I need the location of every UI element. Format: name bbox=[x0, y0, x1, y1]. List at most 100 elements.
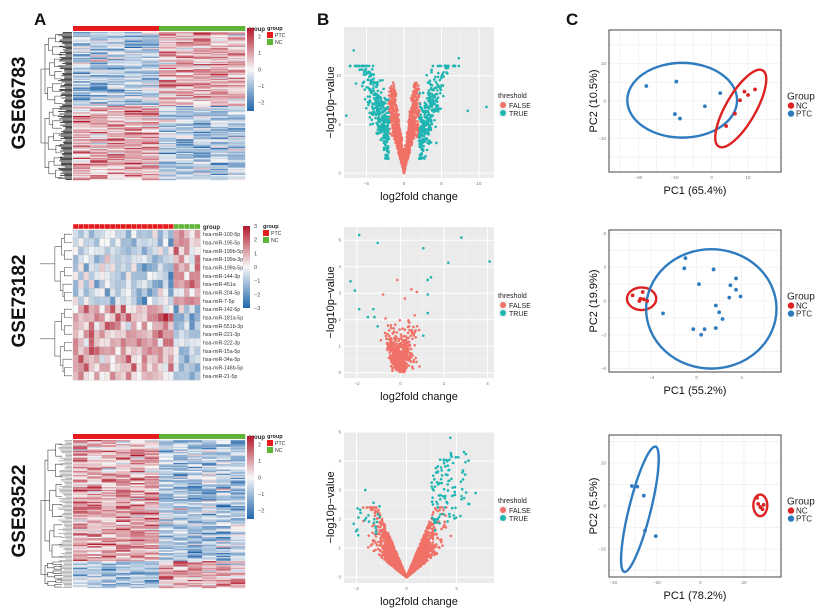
heatmap-cell bbox=[173, 468, 188, 470]
heatmap-cell bbox=[230, 515, 246, 517]
heatmap-cell bbox=[159, 55, 177, 57]
heatmap-cell bbox=[159, 530, 174, 532]
heatmap-cell bbox=[101, 442, 117, 445]
heatmap-cell bbox=[124, 61, 142, 64]
heatmap-cell bbox=[130, 581, 145, 583]
heatmap-cell bbox=[202, 535, 217, 538]
heatmap-cell bbox=[210, 50, 228, 52]
heatmap-cell bbox=[178, 313, 185, 323]
heatmap-cell bbox=[193, 108, 211, 110]
heatmap-cell bbox=[202, 460, 217, 462]
heatmap-cell bbox=[173, 574, 188, 577]
heatmap-cell bbox=[159, 448, 174, 450]
heatmap-cell bbox=[136, 329, 143, 339]
heatmap-cell bbox=[210, 171, 228, 173]
heatmap-cell bbox=[131, 296, 137, 306]
heatmap-cell bbox=[210, 129, 228, 131]
heatmap-cell bbox=[173, 536, 188, 539]
heatmap-cell bbox=[78, 229, 84, 239]
heatmap-cell bbox=[173, 570, 188, 573]
heatmap-cell bbox=[202, 450, 217, 453]
heatmap-cell bbox=[87, 540, 102, 543]
heatmap-cell bbox=[210, 136, 228, 139]
heatmap-cell bbox=[193, 83, 211, 86]
heatmap-cell bbox=[187, 581, 203, 583]
heatmap-cell bbox=[210, 98, 228, 101]
heatmap-cell bbox=[104, 246, 111, 256]
heatmap-cell bbox=[101, 536, 117, 539]
heatmap-cell bbox=[94, 229, 100, 239]
heatmap-cell bbox=[159, 474, 174, 477]
heatmap-cell bbox=[88, 346, 95, 356]
heatmap-cell bbox=[162, 254, 169, 264]
heatmap-cell bbox=[216, 527, 231, 529]
heatmap-cell bbox=[73, 77, 91, 80]
heatmap-cell bbox=[90, 120, 108, 123]
heatmap-cell bbox=[159, 563, 174, 566]
heatmap-cell bbox=[159, 109, 177, 112]
point-false bbox=[389, 117, 392, 121]
heatmap-cell bbox=[202, 512, 217, 515]
heatmap-cell bbox=[230, 579, 246, 582]
colorbar bbox=[243, 226, 250, 308]
heatmap-cell bbox=[141, 110, 160, 113]
heatmap-cell bbox=[144, 446, 160, 449]
heatmap-cell bbox=[227, 43, 246, 45]
heatmap-cell bbox=[157, 321, 164, 331]
dendrogram-branch bbox=[64, 367, 72, 377]
heatmap-cell bbox=[116, 583, 131, 586]
heatmap-cell bbox=[87, 495, 102, 497]
point-false bbox=[414, 91, 417, 94]
heatmap-cell bbox=[87, 483, 102, 485]
heatmap-cell bbox=[124, 172, 142, 175]
heatmap-cell bbox=[131, 263, 137, 273]
heatmap-cell bbox=[159, 500, 174, 503]
heatmap-cell bbox=[216, 462, 231, 465]
heatmap-cell bbox=[159, 171, 177, 173]
heatmap-cell bbox=[136, 229, 143, 239]
heatmap-cell bbox=[216, 583, 231, 586]
heatmap-cell bbox=[227, 55, 246, 57]
heatmap-cell bbox=[159, 176, 177, 178]
point-true bbox=[382, 87, 385, 91]
group-annotation-cell bbox=[104, 223, 111, 230]
heatmap-cell bbox=[130, 554, 145, 556]
heatmap-cell bbox=[88, 279, 95, 289]
heatmap-cell bbox=[159, 444, 174, 446]
heatmap-cell bbox=[193, 151, 211, 154]
heatmap-cell bbox=[124, 129, 142, 131]
heatmap-cell bbox=[227, 117, 246, 119]
heatmap-cell bbox=[193, 71, 211, 73]
heatmap-cell bbox=[125, 329, 132, 339]
heatmap-cell bbox=[210, 167, 228, 170]
heatmap-cell bbox=[99, 338, 106, 348]
heatmap-cell bbox=[202, 488, 217, 490]
heatmap-cell bbox=[107, 172, 125, 175]
heatmap-cell bbox=[176, 135, 194, 138]
heatmap-cell bbox=[159, 165, 177, 167]
heatmap-cell bbox=[73, 43, 91, 45]
heatmap-cell bbox=[87, 469, 102, 472]
heatmap-cell bbox=[90, 69, 108, 71]
heatmap-cell bbox=[87, 582, 102, 585]
heatmap-cell bbox=[101, 544, 117, 547]
heatmap-cell bbox=[141, 175, 160, 177]
heatmap-cell bbox=[101, 501, 117, 504]
heatmap-cell bbox=[187, 453, 203, 455]
heatmap-cell bbox=[202, 571, 217, 574]
heatmap-cell bbox=[159, 528, 174, 531]
heatmap-cell bbox=[141, 168, 160, 171]
heatmap-cell bbox=[141, 35, 160, 38]
heatmap-cell bbox=[109, 288, 116, 298]
heatmap-cell bbox=[230, 501, 246, 504]
dendrogram-branch bbox=[54, 95, 62, 104]
heatmap-cell bbox=[73, 113, 91, 115]
heatmap-cell bbox=[173, 571, 188, 574]
heatmap-cell bbox=[141, 91, 160, 93]
heatmap-cell bbox=[124, 76, 142, 78]
colorbar-tick-label: 1 bbox=[258, 51, 261, 57]
heatmap-cell bbox=[173, 553, 188, 555]
heatmap-cell bbox=[176, 32, 194, 34]
heatmap-cell bbox=[176, 104, 194, 107]
heatmap-cell bbox=[230, 516, 246, 519]
